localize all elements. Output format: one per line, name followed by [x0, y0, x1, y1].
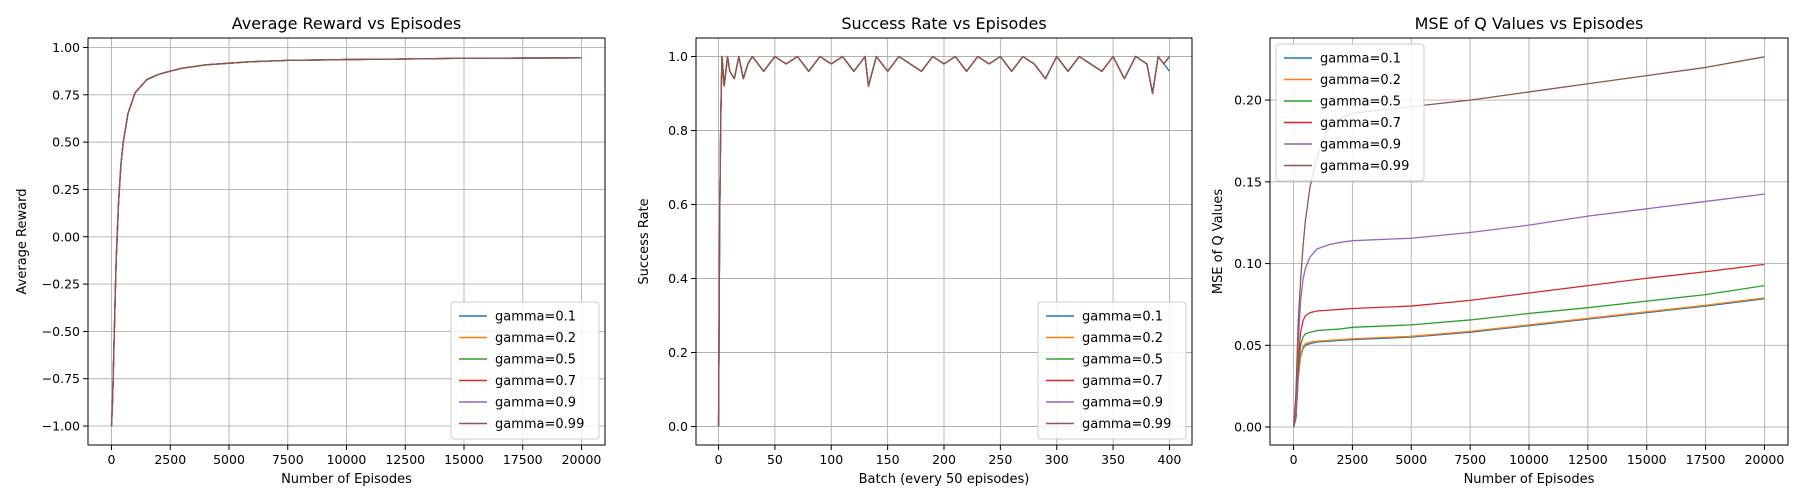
x-tick-label: 10000 — [327, 452, 367, 467]
x-tick-label: 15000 — [1627, 452, 1667, 467]
chart-panel-3: 0 2500 5000 7500 10000 12500 15000 17500 20000 0.… — [1211, 14, 1789, 487]
legend-entry: gamma=0.7 — [1320, 116, 1401, 131]
series-line-gamma=0.9 — [1292, 193, 1765, 428]
chart-title: Average Reward vs Episodes — [232, 14, 462, 33]
y-tick-label: 0.00 — [1234, 420, 1262, 435]
series-line-gamma=0.99 — [110, 57, 582, 427]
legend-entry: gamma=0.9 — [1320, 138, 1401, 153]
y-tick-label: 0.25 — [52, 182, 80, 197]
x-tick-label: 50 — [767, 452, 783, 467]
legend-entry: gamma=0.99 — [1320, 159, 1409, 174]
legend-entry: gamma=0.1 — [1082, 310, 1163, 325]
series-line-gamma=0.7 — [1292, 263, 1765, 428]
y-tick-label: 0.15 — [1234, 174, 1262, 189]
series-line-gamma=0.5 — [1292, 284, 1765, 428]
series-line-gamma=0.2 — [1292, 297, 1765, 428]
x-tick-label: 100 — [819, 452, 843, 467]
y-tick-label: 1.0 — [668, 49, 688, 64]
x-tick-label: 200 — [932, 452, 956, 467]
x-tick-label: 150 — [876, 452, 900, 467]
x-tick-label: 0 — [108, 452, 116, 467]
grid — [88, 38, 605, 445]
x-tick-label: 12500 — [1568, 452, 1608, 467]
y-tick-label: −0.25 — [42, 277, 80, 292]
legend-box — [1275, 43, 1425, 182]
x-tick-label: 400 — [1158, 452, 1182, 467]
legend-entry: gamma=0.2 — [1320, 73, 1401, 88]
x-tick-label: 2500 — [154, 452, 186, 467]
x-tick-label: 15000 — [444, 452, 484, 467]
y-tick-label: 0.00 — [52, 229, 80, 244]
legend-entry: gamma=0.9 — [495, 396, 576, 411]
legend-entry: gamma=0.1 — [495, 310, 576, 325]
legend: gamma=0.1 gamma=0.2 gamma=0.5 gamma=0.7 gamm… — [1275, 43, 1425, 182]
legend-entry: gamma=0.5 — [495, 353, 576, 368]
y-tick-label: 0.6 — [668, 197, 688, 212]
legend-entry: gamma=0.5 — [1082, 353, 1163, 368]
chart-title: Success Rate vs Episodes — [841, 14, 1046, 33]
y-tick-label: 0.75 — [52, 87, 80, 102]
x-tick-label: 350 — [1101, 452, 1125, 467]
y-tick-label: −0.75 — [42, 371, 80, 386]
x-tick-label: 0 — [715, 452, 723, 467]
y-tick-label: 0.0 — [668, 419, 688, 434]
series-group — [110, 57, 582, 427]
x-tick-label: 7500 — [1454, 452, 1486, 467]
legend-box — [1037, 301, 1187, 440]
x-tick-label: 20000 — [1745, 452, 1785, 467]
x-tick-label: 17500 — [503, 452, 543, 467]
x-tick-label: 250 — [988, 452, 1012, 467]
legend-entry: gamma=0.99 — [1082, 417, 1171, 432]
y-tick-label: −0.50 — [42, 324, 80, 339]
x-tick-label: 20000 — [562, 452, 602, 467]
legend-entry: gamma=0.1 — [1320, 52, 1401, 67]
y-tick-label: 0.20 — [1234, 93, 1262, 108]
legend-entry: gamma=0.2 — [1082, 331, 1163, 346]
y-tick-label: 0.05 — [1234, 338, 1262, 353]
x-tick-label: 7500 — [272, 452, 304, 467]
legend: gamma=0.1 gamma=0.2 gamma=0.5 gamma=0.7 gamm… — [1037, 301, 1187, 440]
chart-panel-2: 0 50 100 150 200 250 300 350 400 0.0 0.2 0.4 0.6 0.8 1… — [637, 14, 1193, 487]
x-tick-label: 5000 — [213, 452, 245, 467]
legend-entry: gamma=0.2 — [495, 331, 576, 346]
x-axis-label: Number of Episodes — [281, 472, 412, 487]
x-tick-label: 0 — [1290, 452, 1298, 467]
y-tick-label: −1.00 — [42, 419, 80, 434]
x-tick-label: 12500 — [385, 452, 425, 467]
x-tick-label: 10000 — [1509, 452, 1549, 467]
x-tick-label: 5000 — [1395, 452, 1427, 467]
y-axis-label: MSE of Q Values — [1211, 189, 1226, 295]
y-tick-label: 0.2 — [668, 345, 688, 360]
x-axis-label: Batch (every 50 episodes) — [859, 472, 1030, 487]
series-group — [1292, 56, 1765, 428]
chart-title: MSE of Q Values vs Episodes — [1415, 14, 1644, 33]
x-tick-label: 300 — [1045, 452, 1069, 467]
legend-entry: gamma=0.7 — [1082, 374, 1163, 389]
x-tick-label: 17500 — [1686, 452, 1726, 467]
x-axis-label: Number of Episodes — [1464, 472, 1595, 487]
chart-panel-1: 0 2500 5000 7500 10000 12500 15000 17500 20000 −1… — [15, 14, 606, 487]
y-axis-label: Success Rate — [637, 198, 652, 284]
y-tick-label: 0.50 — [52, 135, 80, 150]
y-tick-label: 0.8 — [668, 123, 688, 138]
x-tick-label: 2500 — [1337, 452, 1369, 467]
series-line-gamma=0.99 — [717, 55, 1170, 427]
y-tick-label: 0.4 — [668, 271, 688, 286]
legend-entry: gamma=0.5 — [1320, 95, 1401, 110]
y-tick-label: 0.10 — [1234, 256, 1262, 271]
y-tick-label: 1.00 — [52, 40, 80, 55]
legend-entry: gamma=0.9 — [1082, 396, 1163, 411]
legend-entry: gamma=0.99 — [495, 417, 584, 432]
legend-box — [450, 301, 600, 440]
legend-entry: gamma=0.7 — [495, 374, 576, 389]
legend: gamma=0.1 gamma=0.2 gamma=0.5 gamma=0.7 gamm… — [450, 301, 600, 440]
series-group — [717, 55, 1170, 427]
y-axis-label: Average Reward — [15, 189, 30, 295]
